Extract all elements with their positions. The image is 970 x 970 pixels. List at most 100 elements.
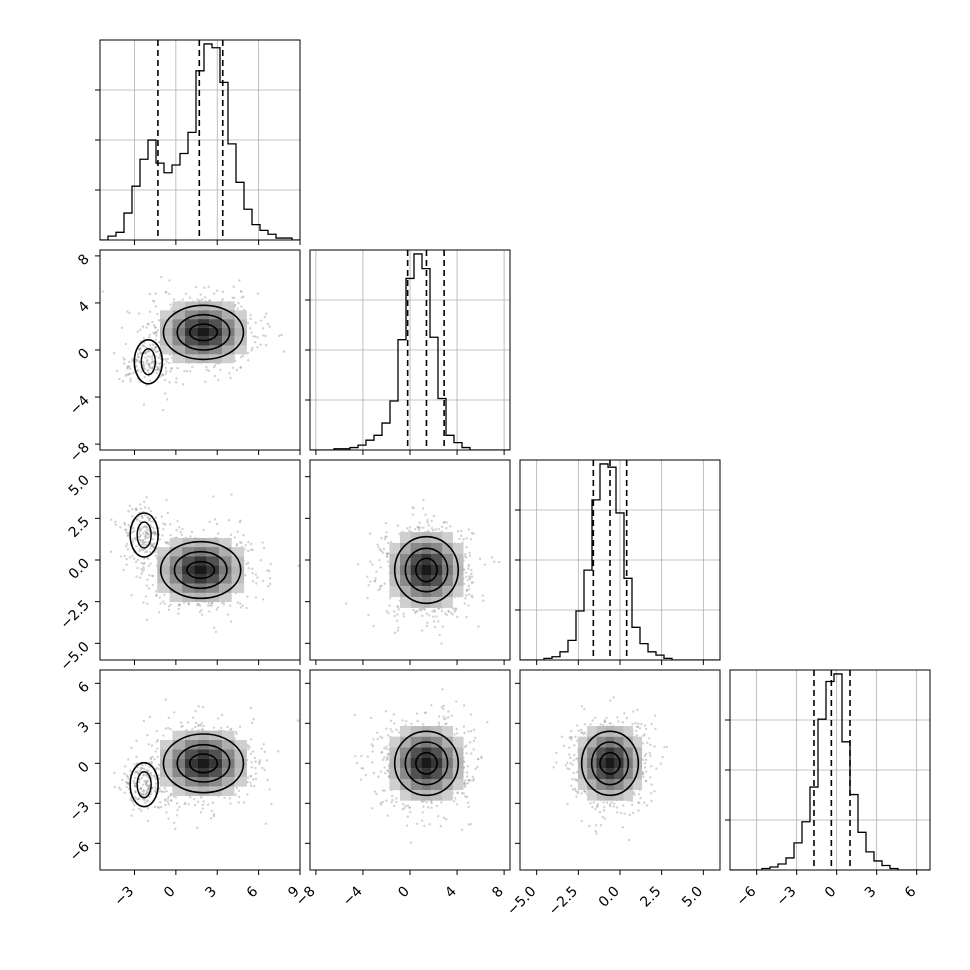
density-cell [172,740,185,750]
sample-point [139,347,142,351]
sample-point [456,615,459,619]
sample-point [125,774,128,777]
sample-point [197,705,200,708]
sample-point [440,609,444,613]
sample-point [155,331,158,335]
histogram-panel-3 [515,459,721,665]
sample-point [146,784,149,787]
sample-point [229,620,233,623]
sample-point [199,796,203,799]
sample-point [201,803,205,807]
sample-point [345,602,348,605]
sample-point [415,822,419,826]
contour-line [162,733,245,794]
sample-point [622,804,625,807]
sample-point [467,593,471,596]
sample-point [389,719,393,722]
sample-point [386,769,389,772]
sample-point [156,805,159,809]
sample-point [150,347,154,350]
sample-point [431,610,434,613]
sample-point [155,350,158,353]
sample-point [219,368,222,372]
sample-point [467,528,471,531]
density-cell [184,749,198,759]
sample-point [169,533,172,537]
sample-point [212,495,215,498]
density-content [353,688,489,844]
sample-point [262,546,266,549]
density-cell [209,310,223,320]
sample-point [166,357,169,361]
sample-point [141,538,145,542]
sample-point [198,610,202,614]
sample-point [168,361,171,365]
sample-point [469,822,472,826]
density-cell [206,583,220,593]
sample-point [151,538,155,541]
sample-point [169,792,173,796]
sample-point [422,805,425,808]
sample-point [141,763,144,767]
density-cell [182,583,195,593]
sample-point [127,782,130,786]
sample-point [468,576,471,580]
sample-point [421,800,424,804]
density-cell [410,597,422,608]
sample-point [137,797,140,801]
sample-point [395,619,399,622]
sample-point [187,602,190,606]
density-cell [389,542,400,554]
sample-point [379,801,382,805]
sample-point [493,560,496,564]
sample-point [213,374,216,378]
sample-point [145,774,148,777]
sample-point [145,792,148,795]
density-cell [400,768,411,780]
histogram-panel-2 [305,249,511,455]
sample-point [497,560,501,564]
sample-point [465,615,468,619]
sample-point [379,735,382,738]
sample-point [134,791,137,794]
sample-point [148,350,151,353]
sample-point [264,822,267,825]
density-cell [389,747,400,758]
sample-point [244,544,247,547]
sample-point [148,333,151,336]
sample-point [178,603,181,606]
density-cell [389,586,400,598]
sample-point [147,362,150,365]
sample-point [161,408,165,412]
density-cell [172,301,185,311]
sample-point [476,758,480,761]
sample-point [472,748,475,751]
sample-point [465,588,469,592]
sample-point [136,330,140,333]
sample-point [653,745,656,748]
sample-point [242,295,245,298]
sample-point [462,538,465,541]
sample-point [168,279,171,282]
sample-point [466,775,469,778]
sample-point [179,721,183,724]
sample-point [169,523,172,526]
sample-point [373,580,376,583]
sample-point [239,355,243,359]
sample-point [241,604,244,607]
sample-point [156,755,159,758]
sample-point [367,584,370,587]
sample-point [442,707,445,711]
sample-point [148,517,151,521]
sample-point [467,604,470,607]
density-cell [169,556,183,566]
sample-point [468,551,471,555]
sample-point [146,733,149,737]
sample-point [163,790,166,794]
sample-point [414,610,417,613]
sample-point [254,766,257,770]
density-cell [442,747,453,758]
sample-point [164,798,167,801]
sample-point [471,581,474,584]
sample-point [149,544,152,547]
